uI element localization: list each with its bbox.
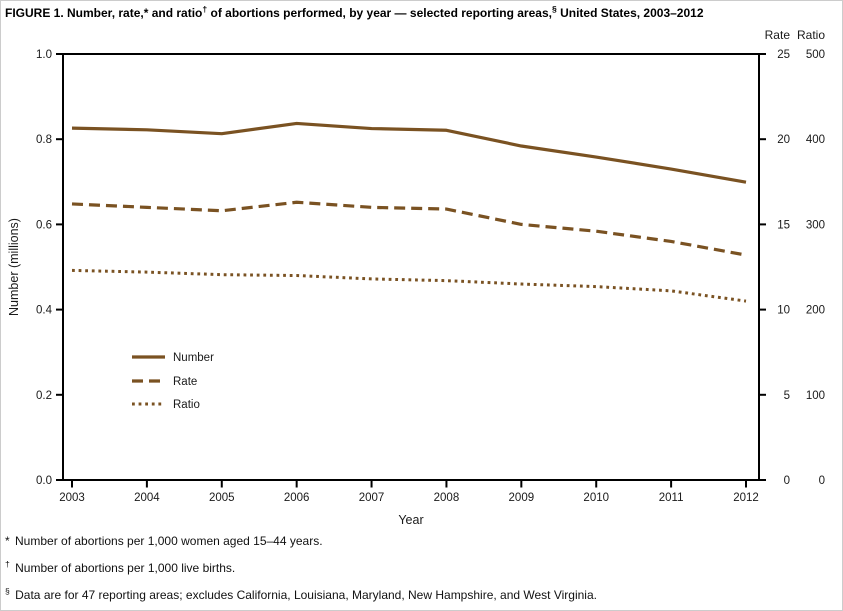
title-superscript: § bbox=[551, 4, 557, 14]
title-superscript: † bbox=[202, 4, 208, 14]
title-text: FIGURE 1. Number, rate,* and ratio bbox=[5, 6, 203, 20]
ratio-axis-tick-label: 500 bbox=[806, 49, 825, 61]
x-axis-tick-label: 2010 bbox=[583, 492, 609, 504]
title-text: United States, 2003–2012 bbox=[556, 6, 704, 20]
x-axis-tick-label: 2008 bbox=[434, 492, 460, 504]
ratio-axis-tick-label: 300 bbox=[806, 219, 825, 231]
x-axis-tick-label: 2009 bbox=[509, 492, 535, 504]
x-axis-tick-label: 2003 bbox=[59, 492, 85, 504]
x-axis-title: Year bbox=[398, 513, 423, 527]
x-axis-tick-label: 2005 bbox=[209, 492, 235, 504]
left-axis-tick-label: 1.0 bbox=[36, 49, 52, 61]
left-axis-tick-label: 0.0 bbox=[36, 475, 52, 487]
footnote-3: § Data are for 47 reporting areas; exclu… bbox=[5, 586, 597, 602]
rate-axis-tick-label: 15 bbox=[777, 219, 790, 231]
legend-label-ratio: Ratio bbox=[173, 399, 200, 411]
series-line-rate bbox=[71, 200, 747, 257]
x-axis-tick-label: 2011 bbox=[659, 492, 684, 504]
rate-axis-tick-label: 20 bbox=[777, 134, 790, 146]
rate-axis-tick-label: 5 bbox=[784, 390, 790, 402]
x-axis-tick-label: 2004 bbox=[134, 492, 160, 504]
footnote-symbol: * bbox=[5, 534, 10, 548]
title-text: of abortions performed, by year — select… bbox=[207, 6, 552, 20]
plot-frame bbox=[62, 53, 760, 481]
footnote-1: * Number of abortions per 1,000 women ag… bbox=[5, 534, 838, 548]
left-axis-tick-label: 0.4 bbox=[36, 305, 53, 317]
ratio-axis-tick-label: 100 bbox=[806, 390, 825, 402]
footnotes: * Number of abortions per 1,000 women ag… bbox=[5, 534, 838, 610]
footnote-text: Number of abortions per 1,000 live birth… bbox=[11, 561, 236, 575]
chart: Rate Ratio Number (millions) Year 0.0 0.2… bbox=[7, 28, 825, 527]
x-axis-tick-label: 2012 bbox=[733, 492, 759, 504]
ratio-axis-tick-label: 200 bbox=[806, 305, 825, 317]
footnote-text: Number of abortions per 1,000 women aged… bbox=[11, 534, 323, 548]
figure-title: FIGURE 1. Number, rate,* and ratio† of a… bbox=[5, 4, 839, 20]
series-line-ratio bbox=[71, 268, 747, 303]
rate-axis-tick-label: 0 bbox=[784, 475, 790, 487]
left-axis-tick-label: 0.2 bbox=[36, 390, 52, 402]
legend-label-rate: Rate bbox=[173, 376, 197, 388]
series-line-number bbox=[71, 121, 747, 184]
ratio-axis-tick-label: 0 bbox=[819, 475, 825, 487]
ratio-axis-header: Ratio bbox=[797, 28, 825, 42]
rate-axis-header: Rate bbox=[765, 28, 791, 42]
legend-label-number: Number bbox=[173, 352, 214, 364]
x-axis-tick-label: 2007 bbox=[359, 492, 385, 504]
ratio-axis-tick-label: 400 bbox=[806, 134, 825, 146]
left-axis-tick-label: 0.6 bbox=[36, 219, 52, 231]
rate-axis-tick-label: 25 bbox=[777, 49, 790, 61]
x-axis-tick-label: 2006 bbox=[284, 492, 310, 504]
y-axis-title: Number (millions) bbox=[7, 218, 21, 316]
footnote-2: † Number of abortions per 1,000 live bir… bbox=[5, 559, 236, 575]
rate-axis-tick-label: 10 bbox=[777, 305, 790, 317]
left-axis-tick-label: 0.8 bbox=[36, 134, 52, 146]
footnote-text: Data are for 47 reporting areas; exclude… bbox=[11, 588, 597, 602]
